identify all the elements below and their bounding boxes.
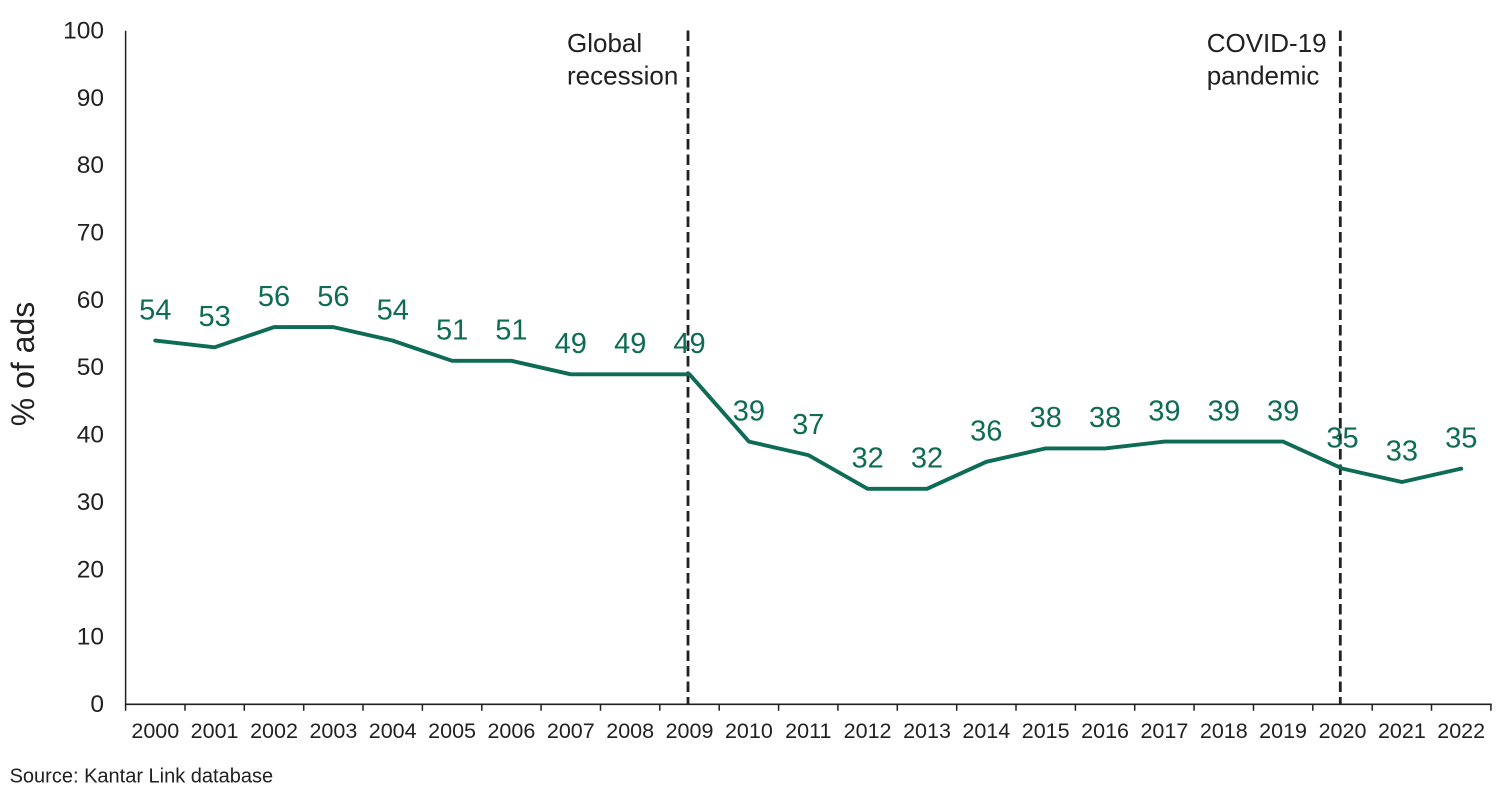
svg-text:10: 10 bbox=[77, 624, 104, 651]
svg-text:32: 32 bbox=[911, 443, 943, 475]
svg-text:70: 70 bbox=[77, 220, 104, 247]
svg-text:49: 49 bbox=[673, 328, 705, 360]
svg-text:80: 80 bbox=[77, 152, 104, 179]
svg-text:35: 35 bbox=[1326, 422, 1358, 454]
svg-text:2011: 2011 bbox=[785, 719, 831, 743]
svg-text:56: 56 bbox=[258, 281, 290, 313]
svg-text:2021: 2021 bbox=[1378, 719, 1426, 743]
svg-text:56: 56 bbox=[317, 281, 349, 313]
svg-text:39: 39 bbox=[1208, 395, 1240, 427]
svg-text:2013: 2013 bbox=[903, 719, 951, 743]
svg-text:2018: 2018 bbox=[1200, 719, 1248, 743]
svg-text:39: 39 bbox=[1148, 395, 1180, 427]
svg-text:2020: 2020 bbox=[1319, 719, 1367, 743]
svg-text:53: 53 bbox=[198, 301, 230, 333]
svg-text:30: 30 bbox=[77, 489, 104, 516]
svg-text:2014: 2014 bbox=[962, 719, 1010, 743]
svg-text:COVID-19: COVID-19 bbox=[1207, 28, 1327, 58]
svg-text:2004: 2004 bbox=[369, 719, 417, 743]
svg-text:% of ads: % of ads bbox=[5, 302, 41, 427]
svg-text:recession: recession bbox=[567, 60, 678, 90]
svg-text:0: 0 bbox=[90, 691, 104, 718]
svg-text:pandemic: pandemic bbox=[1207, 60, 1320, 90]
svg-text:2022: 2022 bbox=[1437, 719, 1485, 743]
svg-text:2005: 2005 bbox=[428, 719, 476, 743]
svg-text:2017: 2017 bbox=[1140, 719, 1188, 743]
svg-text:90: 90 bbox=[77, 85, 104, 112]
svg-text:60: 60 bbox=[77, 287, 104, 314]
svg-text:2003: 2003 bbox=[309, 719, 357, 743]
svg-text:Global: Global bbox=[567, 28, 642, 58]
svg-text:2012: 2012 bbox=[844, 719, 892, 743]
svg-text:2016: 2016 bbox=[1081, 719, 1129, 743]
svg-text:37: 37 bbox=[792, 409, 824, 441]
svg-text:20: 20 bbox=[77, 556, 104, 583]
svg-text:49: 49 bbox=[614, 328, 646, 360]
svg-text:54: 54 bbox=[139, 294, 171, 326]
svg-text:38: 38 bbox=[1089, 402, 1121, 434]
svg-text:39: 39 bbox=[1267, 395, 1299, 427]
svg-text:100: 100 bbox=[63, 18, 104, 45]
svg-text:2000: 2000 bbox=[131, 719, 179, 743]
svg-text:2019: 2019 bbox=[1259, 719, 1307, 743]
svg-text:51: 51 bbox=[495, 315, 527, 347]
svg-text:2001: 2001 bbox=[191, 719, 239, 743]
svg-text:36: 36 bbox=[970, 416, 1002, 448]
svg-text:51: 51 bbox=[436, 315, 468, 347]
svg-text:2006: 2006 bbox=[487, 719, 535, 743]
svg-text:32: 32 bbox=[851, 443, 883, 475]
svg-text:35: 35 bbox=[1445, 422, 1477, 454]
svg-text:2009: 2009 bbox=[666, 719, 714, 743]
svg-text:2008: 2008 bbox=[606, 719, 654, 743]
svg-text:2015: 2015 bbox=[1022, 719, 1070, 743]
svg-text:39: 39 bbox=[733, 395, 765, 427]
svg-text:2002: 2002 bbox=[250, 719, 298, 743]
svg-text:2010: 2010 bbox=[725, 719, 773, 743]
svg-text:Source: Kantar Link database: Source: Kantar Link database bbox=[10, 766, 274, 788]
svg-text:49: 49 bbox=[555, 328, 587, 360]
svg-text:50: 50 bbox=[77, 354, 104, 381]
svg-text:54: 54 bbox=[377, 294, 409, 326]
svg-text:2007: 2007 bbox=[547, 719, 595, 743]
svg-text:40: 40 bbox=[77, 422, 104, 449]
svg-text:33: 33 bbox=[1386, 436, 1418, 468]
svg-text:38: 38 bbox=[1030, 402, 1062, 434]
